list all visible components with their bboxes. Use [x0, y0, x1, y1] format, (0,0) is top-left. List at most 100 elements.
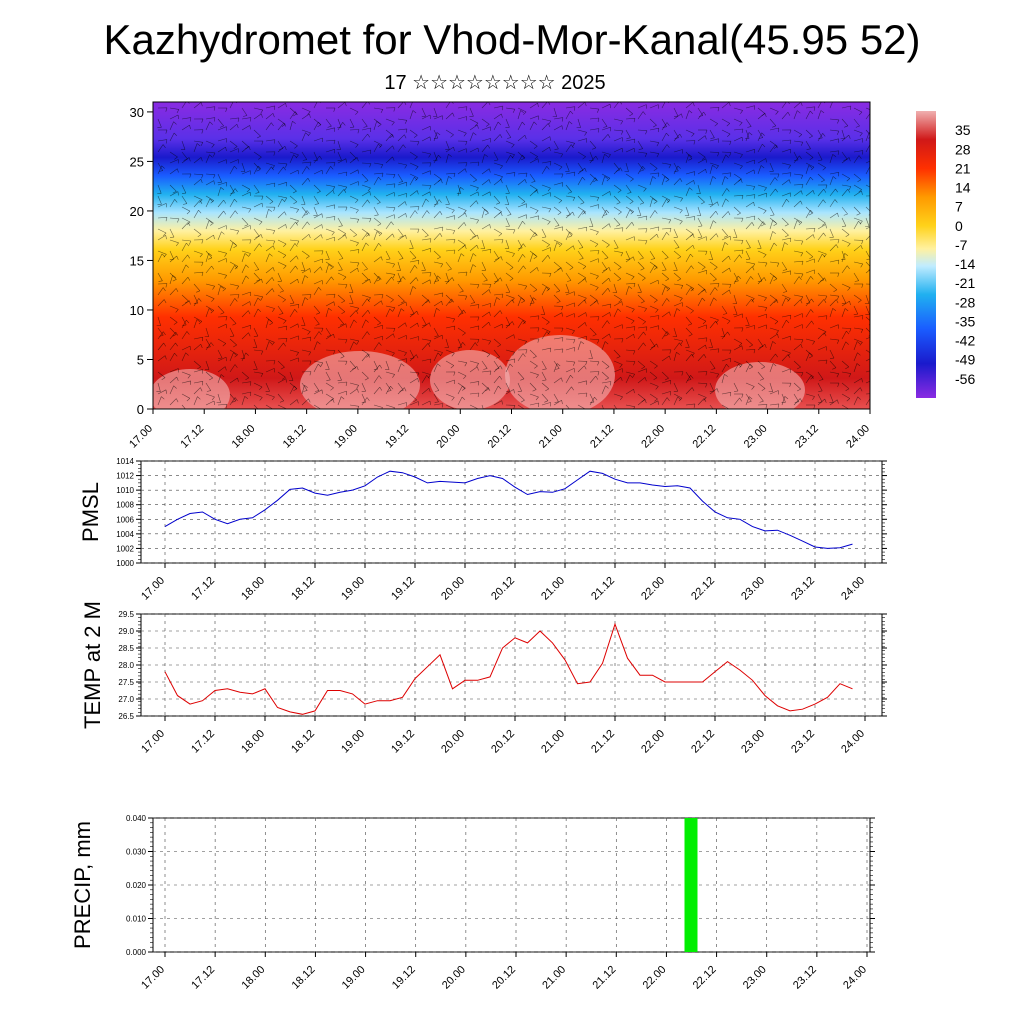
wind-barb: [745, 261, 755, 265]
wind-barb-flag: [161, 377, 166, 380]
wind-barb: [577, 226, 587, 230]
wind-barb-flag: [271, 410, 274, 413]
x-tick-label: 18.00: [239, 575, 267, 603]
wind-barb: [493, 256, 502, 263]
wind-barb-flag: [617, 190, 622, 193]
wind-barb-flag: [465, 162, 468, 167]
wind-barb-flag: [666, 232, 670, 236]
wind-barb-flag: [584, 322, 587, 327]
wind-barb: [745, 159, 755, 164]
wind-barb-flag: [293, 113, 297, 117]
wind-barb: [265, 341, 270, 351]
wind-barb: [337, 189, 345, 197]
warm-blob: [300, 351, 420, 409]
wind-barb-flag: [690, 253, 694, 258]
wind-barb: [553, 140, 559, 150]
wind-barb-flag: [460, 253, 465, 257]
wind-barb-flag: [607, 288, 611, 292]
wind-barb-flag: [597, 316, 600, 321]
wind-barb: [289, 206, 299, 210]
wind-barb: [421, 210, 428, 219]
wind-barb-flag: [520, 378, 525, 381]
wind-barb-flag: [201, 174, 204, 179]
wind-barb-flag: [712, 176, 717, 180]
wind-barb: [541, 331, 548, 340]
wind-barb-flag: [777, 333, 779, 338]
wind-barb: [841, 250, 846, 260]
wind-barb: [421, 338, 431, 341]
wind-barb-flag: [327, 335, 331, 337]
wind-barb: [853, 221, 859, 230]
wind-barb-flag: [774, 177, 778, 181]
y-tick-label: 0.010: [126, 915, 147, 924]
wind-barb-flag: [737, 275, 742, 280]
wind-barb: [181, 371, 191, 376]
wind-barb: [229, 327, 235, 337]
wind-barb: [241, 301, 250, 307]
wind-barb-flag: [545, 388, 549, 392]
wind-barb-flag: [450, 134, 454, 138]
wind-barb-flag: [550, 348, 552, 353]
wind-barb-flag: [837, 212, 839, 217]
wind-barb-flag: [477, 147, 479, 152]
wind-barb-flag: [680, 285, 684, 290]
y-tick-label: 25: [130, 154, 144, 169]
wind-barb-flag: [259, 243, 262, 248]
wind-barb-flag: [857, 396, 861, 400]
wind-barb: [853, 118, 860, 127]
wind-barb: [349, 239, 359, 244]
wind-barb: [169, 305, 179, 310]
wind-barb-flag: [750, 276, 754, 280]
wind-barb: [817, 346, 827, 351]
wind-barb-flag: [860, 387, 863, 392]
wind-barb-flag: [245, 377, 249, 381]
wind-barb-flag: [679, 298, 683, 302]
wind-barb: [805, 162, 815, 168]
wind-barb: [541, 228, 547, 238]
wind-barb-flag: [688, 158, 693, 161]
wind-barb-flag: [824, 295, 828, 300]
wind-barb: [205, 294, 215, 299]
wind-barb-flag: [488, 179, 491, 184]
wind-barb-flag: [832, 176, 837, 180]
wind-barb-flag: [185, 264, 190, 268]
wind-barb-flag: [741, 345, 743, 350]
wind-barb-flag: [453, 371, 456, 376]
wind-barb: [673, 261, 678, 271]
wind-barb-flag: [165, 139, 168, 144]
wind-barb-flag: [582, 266, 587, 270]
wind-barb-flag: [666, 122, 670, 126]
wind-barb-flag: [848, 186, 852, 191]
y-tick-label: 27.5: [118, 678, 134, 687]
wind-barb: [709, 297, 714, 307]
wind-barb-flag: [441, 301, 443, 306]
wind-barb-flag: [463, 309, 466, 314]
wind-barb-flag: [404, 164, 408, 169]
wind-barb-flag: [797, 110, 801, 114]
wind-barb: [733, 249, 744, 252]
y-tick-label: 10: [130, 303, 144, 318]
wind-barb: [253, 308, 259, 318]
wind-barb: [577, 138, 587, 142]
wind-barb: [289, 349, 299, 353]
wind-barb: [253, 294, 263, 298]
wind-barb-flag: [724, 374, 728, 377]
wind-barb-flag: [609, 191, 611, 196]
wind-barb: [433, 199, 440, 208]
wind-barb-flag: [237, 377, 239, 382]
wind-barb: [625, 138, 635, 142]
wind-barb: [217, 258, 227, 263]
wind-barb-flag: [741, 250, 744, 255]
wind-barb-flag: [653, 377, 658, 381]
wind-barb-flag: [341, 300, 345, 304]
wind-barb: [733, 294, 737, 304]
wind-barb-flag: [429, 272, 432, 277]
wind-barb-flag: [556, 301, 561, 304]
wind-barb: [217, 210, 224, 219]
wind-barb-flag: [569, 267, 574, 270]
panel-frame: [140, 460, 883, 564]
wind-barb-flag: [512, 109, 516, 113]
wind-barb-flag: [273, 139, 276, 144]
x-tick-label: 24.00: [844, 423, 872, 451]
wind-barb: [385, 250, 391, 260]
